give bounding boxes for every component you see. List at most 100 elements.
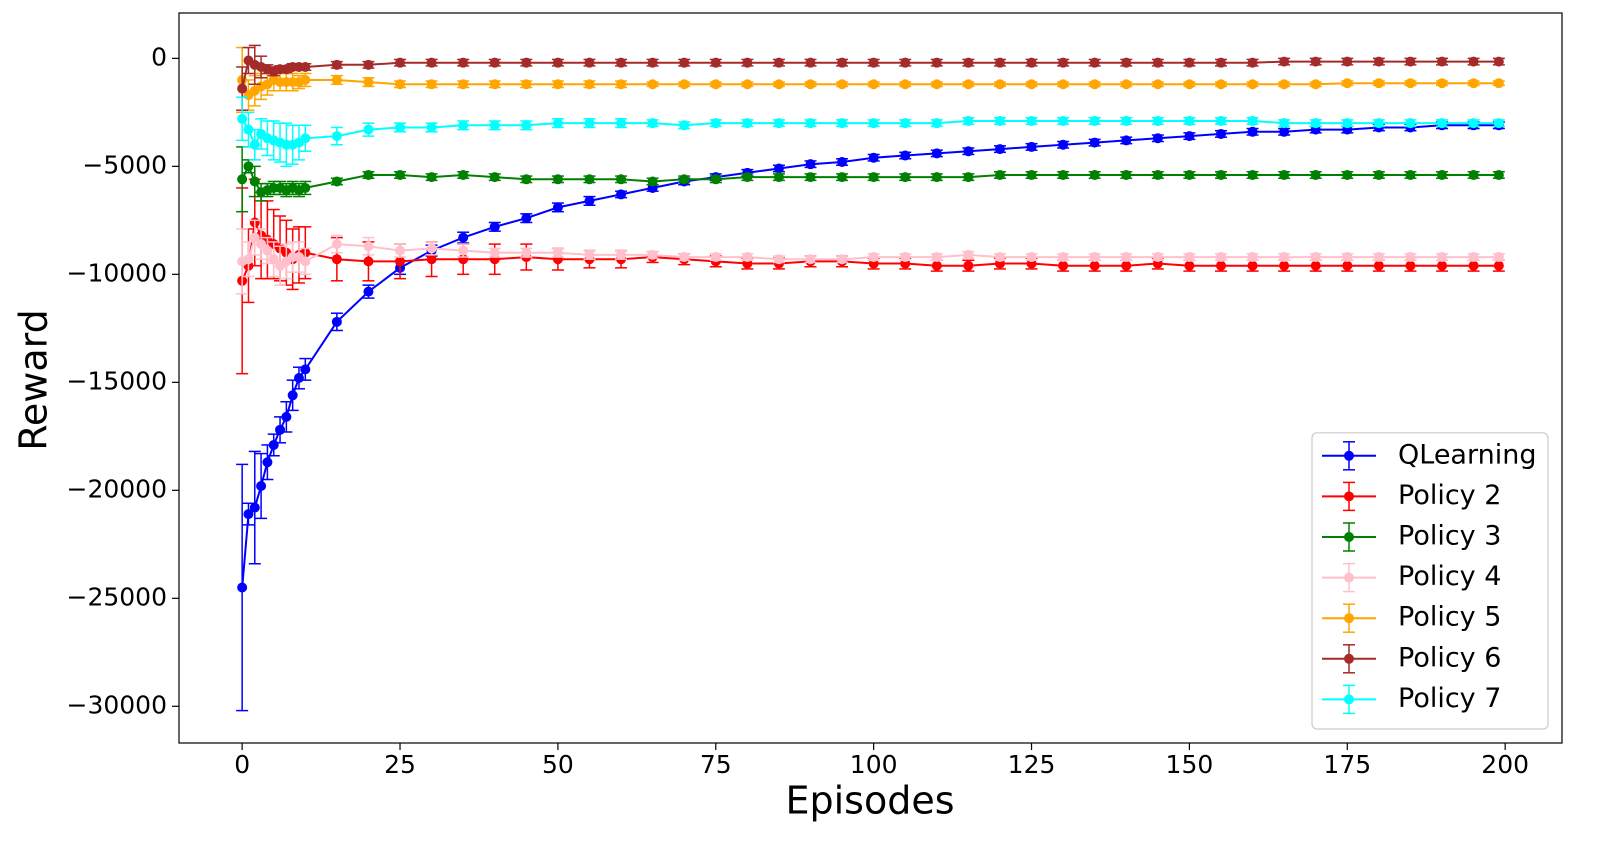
marker [1184, 57, 1195, 68]
marker [837, 57, 848, 68]
marker [1058, 169, 1069, 180]
marker [1121, 252, 1132, 263]
marker [773, 163, 784, 174]
series [236, 46, 1505, 114]
marker [458, 57, 469, 68]
marker [300, 74, 311, 85]
legend-marker [1344, 450, 1354, 461]
marker [1373, 56, 1384, 67]
marker [1493, 260, 1504, 271]
legend-label: Policy 5 [1398, 602, 1501, 633]
marker [426, 172, 437, 183]
marker [1058, 139, 1069, 150]
marker [1121, 169, 1132, 180]
marker [1279, 79, 1290, 90]
marker [1215, 79, 1226, 90]
marker [331, 59, 342, 70]
marker [1152, 79, 1163, 90]
marker [395, 169, 406, 180]
marker [363, 241, 374, 252]
marker [742, 252, 753, 263]
marker [647, 79, 658, 90]
x-tick-label: 150 [1166, 750, 1214, 779]
marker [458, 120, 469, 131]
marker [552, 174, 563, 185]
marker [742, 118, 753, 129]
marker [395, 256, 406, 267]
marker [868, 79, 879, 90]
marker [1342, 252, 1353, 263]
marker [994, 144, 1005, 155]
marker [805, 254, 816, 265]
marker [1121, 115, 1132, 126]
marker [1215, 128, 1226, 139]
marker [647, 57, 658, 68]
marker [1152, 169, 1163, 180]
marker [395, 122, 406, 133]
marker [1342, 169, 1353, 180]
marker [1089, 115, 1100, 126]
marker [963, 249, 974, 260]
legend-label: Policy 4 [1398, 561, 1501, 592]
marker [300, 182, 311, 193]
marker [994, 79, 1005, 90]
marker [426, 254, 437, 265]
marker [395, 57, 406, 68]
marker [363, 286, 374, 297]
marker [275, 424, 286, 435]
marker [268, 254, 279, 265]
x-tick-label: 200 [1481, 750, 1529, 779]
marker [1089, 252, 1100, 263]
marker [1493, 56, 1504, 67]
marker [521, 213, 532, 224]
marker [1121, 260, 1132, 271]
marker [1152, 57, 1163, 68]
marker [489, 221, 500, 232]
marker [426, 122, 437, 133]
marker [1342, 56, 1353, 67]
marker [1279, 252, 1290, 263]
marker [1247, 57, 1258, 68]
marker [1468, 169, 1479, 180]
x-tick-label: 175 [1323, 750, 1371, 779]
marker [1468, 56, 1479, 67]
x-tick-label: 25 [384, 750, 416, 779]
marker [805, 172, 816, 183]
marker [521, 120, 532, 131]
marker [331, 316, 342, 327]
marker [900, 118, 911, 129]
marker [363, 59, 374, 70]
marker [1493, 118, 1504, 129]
marker [710, 252, 721, 263]
marker [1310, 169, 1321, 180]
marker [363, 77, 374, 88]
marker [1026, 141, 1037, 152]
marker [237, 174, 248, 185]
y-tick-label: −15000 [67, 366, 167, 395]
marker [773, 79, 784, 90]
marker [1373, 260, 1384, 271]
marker [742, 172, 753, 183]
marker [900, 150, 911, 161]
marker [1247, 115, 1258, 126]
marker [963, 115, 974, 126]
x-tick-label: 125 [1008, 750, 1056, 779]
marker [458, 232, 469, 243]
marker [1405, 56, 1416, 67]
marker [1026, 79, 1037, 90]
marker [1310, 79, 1321, 90]
marker [521, 247, 532, 258]
marker [1437, 118, 1448, 129]
marker [1493, 78, 1504, 89]
marker [1184, 169, 1195, 180]
marker [868, 172, 879, 183]
marker [1405, 169, 1416, 180]
marker [1405, 260, 1416, 271]
series [236, 96, 1505, 168]
x-tick-label: 50 [542, 750, 574, 779]
marker [331, 239, 342, 250]
marker [243, 254, 254, 265]
marker [1468, 252, 1479, 263]
marker [837, 157, 848, 168]
